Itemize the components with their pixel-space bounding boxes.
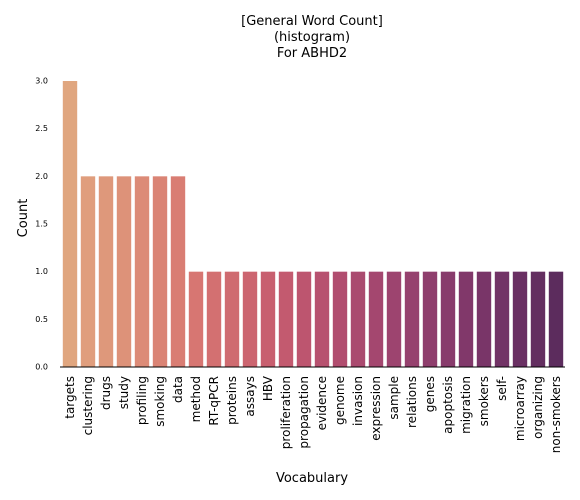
bar-clustering [80,176,96,367]
bar-data [170,176,186,367]
bar-sample [386,271,402,367]
x-tick-label: HBV [261,375,275,401]
x-tick-label: profiling [135,376,149,425]
x-tick-label: expression [369,376,383,441]
bar-smoking [152,176,168,367]
x-tick-label: relations [405,376,419,428]
bar-non-smokers [548,271,564,367]
bar-evidence [314,271,330,367]
x-tick-label: proliferation [279,376,293,449]
y-tick-label: 0.0 [35,363,48,372]
x-tick-label: propagation [297,376,311,449]
x-tick-label: organizing [531,376,545,439]
y-tick-label: 2.0 [35,172,48,181]
bar-proteins [224,271,240,367]
x-tick-label: migration [459,376,473,434]
bar-proliferation [278,271,294,367]
x-tick-label: assays [243,376,257,417]
bar-invasion [350,271,366,367]
x-tick-label: data [171,376,185,403]
x-tick-label: proteins [225,376,239,425]
bar-smokers [476,271,492,367]
y-axis-label: Count [16,199,31,238]
bars-group [62,81,564,367]
x-tick-label: genome [333,376,347,425]
x-axis-ticks: targets clustering drugs study profiling smok… [63,375,563,453]
x-tick-label: genes [423,376,437,412]
chart-title: [General Word Count] (histogram) For ABH… [241,14,383,61]
bar-rt-qpcr [206,271,222,367]
y-tick-label: 1.5 [35,220,48,229]
x-tick-label: apoptosis [441,376,455,434]
x-tick-label: smoking [153,376,167,427]
bar-propagation [296,271,312,367]
bar-migration [458,271,474,367]
bar-microarray [512,271,528,367]
bar-targets [62,81,78,367]
bar-study [116,176,132,367]
bar-hbv [260,271,276,367]
bar-method [188,271,204,367]
title-line-1: [General Word Count] [241,14,383,29]
title-line-3: For ABHD2 [277,46,347,61]
bar-organizing [530,271,546,367]
x-tick-label: invasion [351,376,365,426]
y-tick-label: 0.5 [35,315,48,324]
x-tick-label: targets [63,376,77,419]
title-line-2: (histogram) [274,30,350,45]
x-tick-label: self- [495,376,509,401]
x-tick-label: non-smokers [549,376,563,453]
y-axis-ticks: 0.0 0.5 1.0 1.5 2.0 2.5 3.0 [35,77,48,372]
y-tick-label: 2.5 [35,124,48,133]
x-tick-label: method [189,376,203,422]
bar-relations [404,271,420,367]
bar-self [494,271,510,367]
y-tick-label: 3.0 [35,77,48,86]
x-tick-label: study [117,376,131,409]
x-tick-label: drugs [99,376,113,410]
x-axis-label: Vocabulary [276,471,348,486]
x-tick-label: evidence [315,376,329,430]
bar-expression [368,271,384,367]
y-tick-label: 1.0 [35,267,48,276]
x-tick-label: smokers [477,376,491,426]
bar-profiling [134,176,150,367]
x-tick-label: sample [387,376,401,420]
bar-drugs [98,176,114,367]
bar-genes [422,271,438,367]
x-tick-label: clustering [81,376,95,435]
bar-assays [242,271,258,367]
bar-apoptosis [440,271,456,367]
bar-genome [332,271,348,367]
x-tick-label: RT-qPCR [207,376,221,426]
x-tick-label: microarray [513,376,527,441]
